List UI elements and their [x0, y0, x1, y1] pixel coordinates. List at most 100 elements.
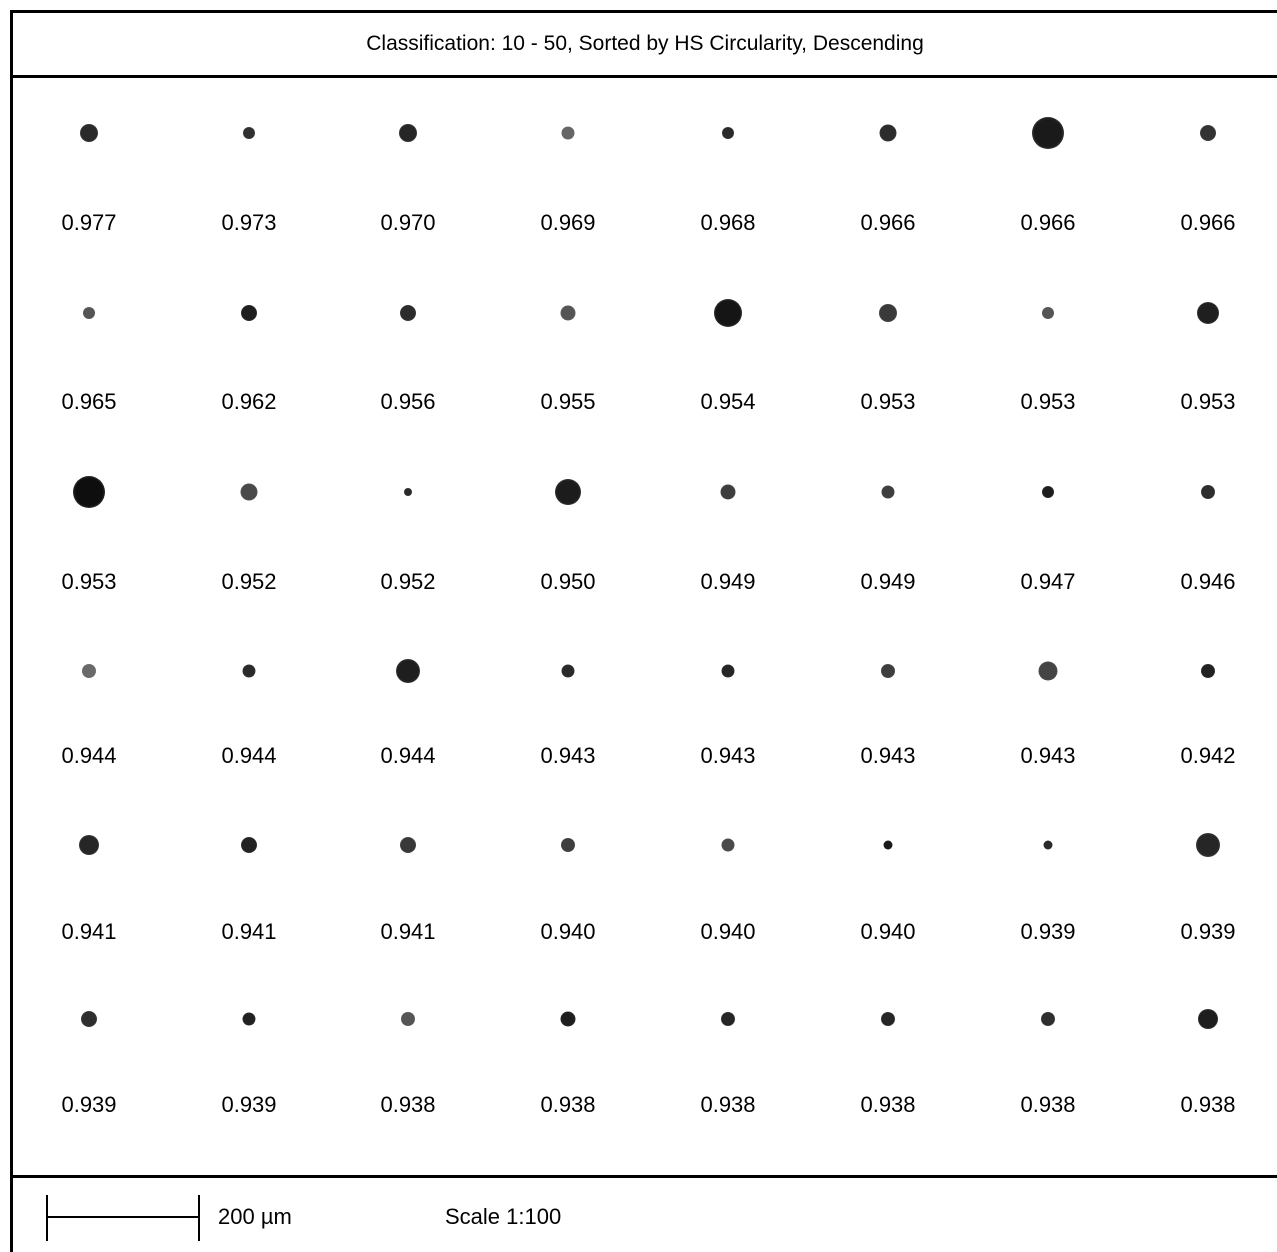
particle-image [401, 1012, 415, 1026]
particle-image [399, 124, 417, 142]
particle-image [241, 837, 257, 853]
circularity-value: 0.956 [380, 389, 436, 414]
header-divider [10, 75, 1277, 78]
particle-image [82, 664, 96, 678]
scale-ratio-label: Scale 1:100 [445, 1204, 562, 1229]
particle-image [240, 483, 258, 501]
circularity-value: 0.949 [860, 569, 916, 594]
footer-divider [10, 1175, 1277, 1178]
circularity-value: 0.943 [860, 743, 916, 768]
particle-image [400, 305, 416, 321]
circularity-value: 0.944 [221, 743, 277, 768]
circularity-value: 0.938 [700, 1092, 756, 1117]
particle-image [73, 476, 105, 508]
circularity-value: 0.938 [380, 1092, 436, 1117]
particle-image [561, 838, 575, 852]
circularity-value: 0.953 [1020, 389, 1076, 414]
particle-image [881, 485, 895, 499]
circularity-value: 0.943 [1020, 743, 1076, 768]
particle-image [560, 1011, 576, 1027]
particle-image [1041, 1012, 1055, 1026]
circularity-value: 0.944 [61, 743, 117, 768]
particle-image [560, 305, 576, 321]
circularity-value: 0.949 [700, 569, 756, 594]
particle-image [721, 1012, 735, 1026]
particle-image [555, 479, 581, 505]
circularity-value: 0.952 [221, 569, 277, 594]
scale-bar [46, 1195, 200, 1241]
circularity-value: 0.954 [700, 389, 756, 414]
particle-image [243, 127, 255, 139]
circularity-value: 0.939 [221, 1092, 277, 1117]
circularity-value: 0.965 [61, 389, 117, 414]
particle-image [561, 664, 575, 678]
circularity-value: 0.966 [1020, 210, 1076, 235]
particle-image [722, 127, 734, 139]
circularity-value: 0.969 [540, 210, 596, 235]
circularity-value: 0.970 [380, 210, 436, 235]
gallery-frame [10, 10, 1277, 1252]
particle-image [1196, 833, 1220, 857]
scale-bar-right-tick [198, 1195, 200, 1241]
particle-image [1201, 485, 1215, 499]
particle-image [1042, 486, 1054, 498]
circularity-value: 0.952 [380, 569, 436, 594]
circularity-value: 0.939 [1020, 919, 1076, 944]
particle-image [879, 304, 897, 322]
particle-image [396, 659, 420, 683]
particle-image [1043, 840, 1053, 850]
circularity-value: 0.966 [860, 210, 916, 235]
circularity-value: 0.941 [61, 919, 117, 944]
particle-image [1042, 307, 1054, 319]
particle-image [721, 664, 735, 678]
particle-image [400, 837, 416, 853]
circularity-value: 0.940 [860, 919, 916, 944]
circularity-value: 0.944 [380, 743, 436, 768]
particle-image [883, 840, 893, 850]
circularity-value: 0.946 [1180, 569, 1236, 594]
particle-image [720, 484, 736, 500]
particle-image [404, 488, 412, 496]
page-title: Classification: 10 - 50, Sorted by HS Ci… [366, 32, 924, 55]
circularity-value: 0.942 [1180, 743, 1236, 768]
scale-bar-line [46, 1216, 200, 1218]
circularity-value: 0.953 [1180, 389, 1236, 414]
circularity-value: 0.940 [700, 919, 756, 944]
particle-image [1201, 664, 1215, 678]
circularity-value: 0.947 [1020, 569, 1076, 594]
particle-image [81, 1011, 97, 1027]
circularity-value: 0.962 [221, 389, 277, 414]
circularity-value: 0.940 [540, 919, 596, 944]
particle-image [561, 126, 575, 140]
circularity-value: 0.941 [221, 919, 277, 944]
circularity-value: 0.939 [1180, 919, 1236, 944]
particle-image [80, 124, 98, 142]
particle-image [1197, 302, 1219, 324]
particle-image [242, 1012, 256, 1026]
particle-image [83, 307, 95, 319]
particle-image [721, 838, 735, 852]
particle-image [879, 124, 897, 142]
circularity-value: 0.955 [540, 389, 596, 414]
circularity-value: 0.953 [860, 389, 916, 414]
circularity-value: 0.939 [61, 1092, 117, 1117]
particle-image [1200, 125, 1216, 141]
particle-image [1198, 1009, 1218, 1029]
particle-image [1038, 661, 1058, 681]
circularity-value: 0.968 [700, 210, 756, 235]
circularity-value: 0.938 [1020, 1092, 1076, 1117]
circularity-value: 0.941 [380, 919, 436, 944]
circularity-value: 0.938 [540, 1092, 596, 1117]
circularity-value: 0.938 [1180, 1092, 1236, 1117]
circularity-value: 0.966 [1180, 210, 1236, 235]
circularity-value: 0.977 [61, 210, 117, 235]
circularity-value: 0.950 [540, 569, 596, 594]
circularity-value: 0.943 [540, 743, 596, 768]
circularity-value: 0.938 [860, 1092, 916, 1117]
particle-image [881, 1012, 895, 1026]
particle-image [79, 835, 99, 855]
particle-image [881, 664, 895, 678]
circularity-value: 0.973 [221, 210, 277, 235]
scale-bar-label: 200 µm [218, 1204, 292, 1229]
